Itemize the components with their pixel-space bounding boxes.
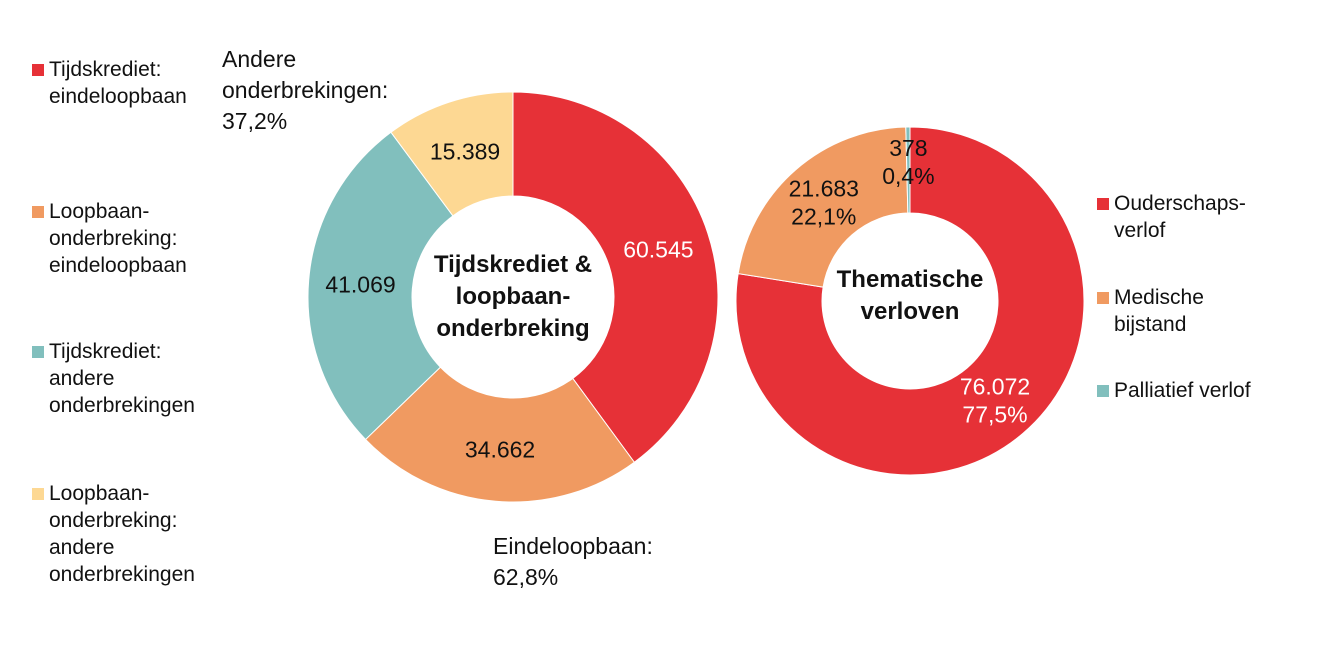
legend-label: Medische — [1114, 286, 1204, 309]
legend-label: andere — [49, 536, 115, 559]
legend-swatch — [32, 64, 44, 76]
annotation-line: 37,2% — [222, 108, 288, 134]
data-label: 15.389 — [430, 139, 500, 165]
annotation-andere: Andere onderbrekingen: 37,2% — [222, 44, 388, 137]
data-label: 34.662 — [465, 436, 535, 462]
annotation-line: 62,8% — [493, 564, 559, 590]
legend-label: onderbreking: — [49, 509, 178, 532]
donut-slice — [364, 366, 636, 503]
legend-right-0: Ouderschaps- verlof — [1097, 190, 1246, 244]
donut-slice — [390, 91, 514, 217]
legend-swatch — [32, 206, 44, 218]
legend-right-1: Medische bijstand — [1097, 284, 1204, 338]
chart-title: Thematische verloven — [837, 266, 984, 325]
legend-label: bijstand — [1114, 313, 1187, 336]
legend-label: onderbreking: — [49, 227, 178, 250]
donut-slice — [737, 126, 909, 288]
data-label: 60.545 — [623, 236, 693, 262]
annotation-line: Eindeloopbaan: — [493, 533, 653, 559]
legend-swatch — [1097, 198, 1109, 210]
legend-label: Tijdskrediet: — [49, 340, 162, 363]
data-label: 41.069 — [325, 271, 395, 297]
legend-label: Tijdskrediet: — [49, 58, 162, 81]
legend-right-2: Palliatief verlof — [1097, 377, 1251, 404]
legend-swatch — [32, 488, 44, 500]
legend-label: Ouderschaps- — [1114, 192, 1246, 215]
legend-label: Loopbaan- — [49, 200, 150, 223]
legend-left-1: Loopbaan- onderbreking: eindeloopbaan — [32, 198, 187, 279]
legend-label: Palliatief verlof — [1114, 379, 1251, 402]
donut-slice — [735, 126, 1085, 476]
legend-left-2: Tijdskrediet: andere onderbrekingen — [32, 338, 195, 419]
legend-label: onderbrekingen — [49, 394, 195, 417]
legend-label: andere — [49, 367, 115, 390]
annotation-line: Andere — [222, 46, 297, 72]
annotation-line: onderbrekingen: — [222, 77, 389, 103]
legend-swatch — [1097, 292, 1109, 304]
legend-label: eindeloopbaan — [49, 85, 187, 108]
data-label: 76.072 77,5% — [960, 374, 1030, 428]
legend-left-0: Tijdskrediet: eindeloopbaan — [32, 56, 187, 110]
legend-label: verlof — [1114, 219, 1166, 242]
legend-label: onderbrekingen — [49, 563, 195, 586]
legend-label: eindeloopbaan — [49, 254, 187, 277]
donut-slice — [512, 91, 719, 463]
data-label: 378 0,4% — [882, 135, 934, 189]
legend-left-3: Loopbaan- onderbreking: andere onderbrek… — [32, 480, 195, 588]
legend-label: Loopbaan- — [49, 482, 150, 505]
legend-swatch — [32, 346, 44, 358]
donut-slice — [905, 126, 911, 214]
legend-swatch — [1097, 385, 1109, 397]
data-label: 21.683 22,1% — [789, 175, 859, 229]
annotation-eindeloopbaan: Eindeloopbaan: 62,8% — [493, 531, 653, 593]
chart-title: Tijdskrediet & loopbaan-onderbreking — [434, 251, 592, 342]
donut-slice — [307, 131, 454, 441]
